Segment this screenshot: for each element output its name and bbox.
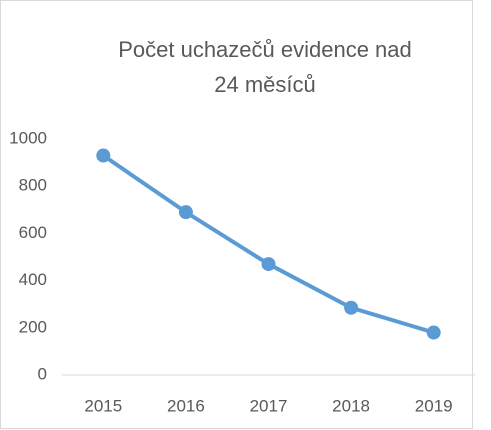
marker [344, 300, 359, 315]
x-tick-label: 2016 [167, 396, 205, 415]
marker [261, 257, 276, 272]
marker [178, 205, 193, 220]
marker [96, 148, 111, 163]
chart-title: 24 měsíců [214, 72, 316, 97]
y-tick-label: 200 [19, 317, 47, 336]
marker [426, 325, 441, 340]
y-tick-label: 1000 [9, 128, 47, 147]
x-tick-label: 2018 [332, 396, 370, 415]
chart-border [0, 0, 473, 429]
y-tick-label: 0 [38, 364, 47, 383]
x-tick-label: 2015 [84, 396, 122, 415]
y-tick-label: 800 [19, 176, 47, 195]
x-tick-label: 2017 [250, 396, 288, 415]
chart-title: Počet uchazečů evidence nad [118, 37, 412, 62]
x-tick-label: 2019 [415, 396, 453, 415]
y-tick-label: 400 [19, 270, 47, 289]
y-tick-label: 600 [19, 223, 47, 242]
